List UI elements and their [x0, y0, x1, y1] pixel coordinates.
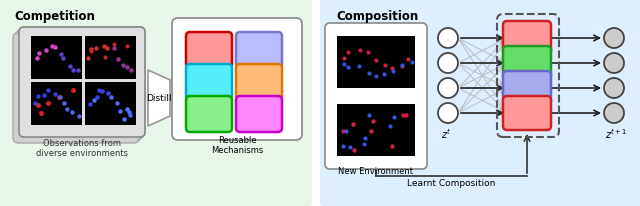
- Circle shape: [604, 53, 624, 73]
- Circle shape: [604, 78, 624, 98]
- FancyBboxPatch shape: [186, 96, 232, 132]
- Circle shape: [438, 53, 458, 73]
- Circle shape: [604, 103, 624, 123]
- FancyBboxPatch shape: [15, 31, 141, 141]
- Circle shape: [438, 28, 458, 48]
- Circle shape: [438, 103, 458, 123]
- FancyBboxPatch shape: [236, 64, 282, 100]
- Text: Distill: Distill: [146, 94, 172, 103]
- FancyBboxPatch shape: [503, 21, 551, 55]
- FancyBboxPatch shape: [186, 64, 232, 100]
- FancyBboxPatch shape: [325, 23, 427, 169]
- Text: Reusable
Mechanisms: Reusable Mechanisms: [211, 136, 263, 155]
- Text: Observations from
diverse environments: Observations from diverse environments: [36, 139, 128, 158]
- Text: New Environment: New Environment: [339, 167, 413, 176]
- FancyBboxPatch shape: [320, 0, 640, 206]
- FancyBboxPatch shape: [236, 32, 282, 68]
- FancyBboxPatch shape: [19, 27, 145, 137]
- Text: Learnt Composition: Learnt Composition: [407, 179, 496, 188]
- Bar: [31, 82, 82, 125]
- Polygon shape: [148, 70, 170, 126]
- FancyBboxPatch shape: [503, 96, 551, 130]
- Bar: [85, 82, 136, 125]
- FancyBboxPatch shape: [172, 18, 302, 140]
- Bar: [85, 36, 136, 79]
- Bar: [337, 36, 415, 88]
- Text: Composition: Composition: [336, 10, 419, 23]
- FancyBboxPatch shape: [17, 29, 143, 139]
- FancyBboxPatch shape: [236, 96, 282, 132]
- FancyBboxPatch shape: [186, 32, 232, 68]
- Bar: [31, 36, 82, 79]
- Text: $z^t$: $z^t$: [441, 127, 451, 141]
- FancyBboxPatch shape: [503, 46, 551, 80]
- FancyBboxPatch shape: [13, 33, 139, 143]
- FancyBboxPatch shape: [503, 71, 551, 105]
- Circle shape: [438, 78, 458, 98]
- Bar: [337, 104, 415, 156]
- FancyBboxPatch shape: [0, 0, 312, 206]
- Text: Competition: Competition: [14, 10, 95, 23]
- Text: $z^{t+1}$: $z^{t+1}$: [605, 127, 627, 141]
- FancyBboxPatch shape: [19, 27, 145, 137]
- Circle shape: [604, 28, 624, 48]
